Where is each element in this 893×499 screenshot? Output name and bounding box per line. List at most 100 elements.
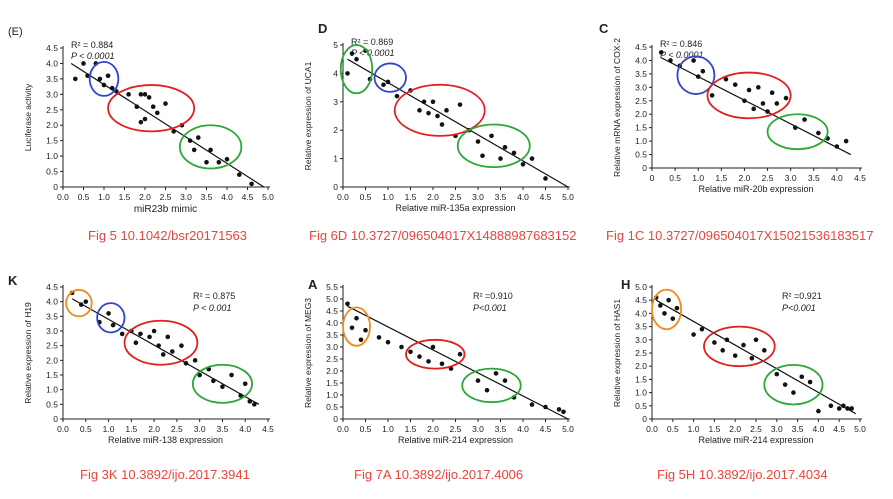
- panel-letter: (E): [8, 26, 23, 38]
- r-squared-label: R² = 0.875: [193, 291, 235, 301]
- y-tick-label: 4.0: [46, 58, 58, 68]
- x-tick-label: 4.5: [833, 424, 845, 434]
- data-point: [834, 144, 840, 149]
- data-point: [426, 110, 431, 116]
- data-point: [543, 176, 548, 181]
- data-point: [511, 150, 517, 156]
- caption-panel-e: Fig 5 10.1042/bsr20171563: [88, 228, 248, 243]
- data-point: [151, 328, 157, 334]
- data-point: [561, 409, 566, 415]
- x-tick-label: 2.5: [750, 424, 762, 434]
- x-tick-label: 3.5: [217, 424, 229, 434]
- regression-line: [660, 57, 852, 156]
- y-tick-label: 4.5: [46, 43, 58, 53]
- panel-letter: A: [308, 277, 318, 292]
- x-tick-label: 2.0: [427, 424, 439, 434]
- x-tick-label: 0.5: [80, 424, 92, 434]
- green-highlight-ellipse: [456, 123, 531, 169]
- x-tick-label: 3.5: [792, 424, 804, 434]
- green-highlight-ellipse: [191, 363, 253, 404]
- x-tick-label: 2.5: [160, 192, 172, 202]
- y-axis-label: Luciferase activity: [23, 83, 33, 151]
- data-point: [78, 302, 84, 307]
- data-point: [211, 378, 216, 384]
- x-tick-label: 0.5: [78, 192, 90, 202]
- x-tick-label: 0.5: [669, 173, 681, 183]
- data-point: [101, 82, 107, 88]
- y-tick-label: 4.0: [326, 318, 338, 328]
- data-point: [792, 125, 798, 130]
- caption-panel-h: Fig 5H 10.3892/ijo.2017.4034: [657, 467, 828, 482]
- x-tick-label: 2.0: [739, 173, 751, 183]
- orange-highlight-ellipse: [342, 306, 371, 347]
- data-point: [668, 58, 673, 63]
- data-point: [670, 316, 676, 321]
- data-point: [109, 85, 115, 91]
- data-point: [699, 326, 705, 332]
- data-point: [385, 339, 391, 345]
- data-point: [439, 361, 445, 367]
- y-tick-label: 2.5: [635, 348, 647, 358]
- y-tick-label: 4.0: [635, 55, 647, 65]
- caption-panel-k: Fig 3K 10.3892/ijo.2017.3941: [80, 467, 250, 482]
- x-tick-label: 3.5: [495, 192, 507, 202]
- y-tick-label: 3.0: [326, 342, 338, 352]
- data-point: [229, 372, 234, 378]
- x-tick-label: 4.5: [242, 192, 254, 202]
- data-point: [421, 99, 427, 105]
- data-point: [160, 352, 166, 357]
- panel-letter: K: [8, 273, 18, 288]
- r-squared-label: R² =0.910: [473, 291, 513, 301]
- p-value-label: P < 0.0001: [71, 51, 114, 61]
- y-tick-label: 5.5: [326, 282, 338, 292]
- data-point: [753, 337, 759, 343]
- data-point: [695, 74, 701, 79]
- y-tick-label: 1.0: [46, 385, 58, 395]
- y-tick-label: 4.5: [326, 306, 338, 316]
- x-tick-label: 0: [650, 173, 655, 183]
- data-point: [430, 99, 436, 105]
- x-tick-label: 0.0: [337, 192, 349, 202]
- data-point: [192, 358, 198, 363]
- y-tick-label: 2.0: [635, 361, 647, 371]
- data-point: [376, 335, 382, 340]
- chart-4: 0.0 0.5 1.0 1.5 2.0 2.5 3.0 3.5 4.0 4.5 5.0 0 0.5 1.0…: [303, 277, 574, 445]
- data-point: [220, 384, 225, 390]
- x-tick-label: 3.5: [201, 192, 213, 202]
- data-point: [216, 159, 222, 165]
- data-point: [126, 92, 131, 97]
- y-tick-label: 2: [333, 125, 338, 135]
- chart-2: 0 0.5 1.0 1.5 2.0 2.5 3.0 3.5 4.0 4.5 0 0.5 1.0 1.5 2.…: [599, 21, 866, 194]
- x-tick-label: 2.0: [729, 424, 741, 434]
- data-point: [765, 109, 770, 114]
- y-axis-label: Relative mRNA expression of COX-2: [612, 38, 622, 177]
- data-point: [204, 159, 209, 165]
- chart-5: 0.0 0.5 1.0 1.5 2.0 2.5 3.0 3.5 4.0 4.5 5.0 0 0.5 1.0…: [612, 277, 866, 445]
- chart-0: 0.0 0.5 1.0 1.5 2.0 2.5 3.0 3.5 4.0 4.5 5.0 0 0.5 1.0…: [8, 26, 274, 215]
- y-axis-label: Relative expression of HAS1: [612, 299, 622, 407]
- caption-panel-c: Fig 1C 10.3727/096504017X15021536183517: [606, 228, 874, 243]
- x-tick-label: 0.0: [337, 424, 349, 434]
- x-tick-label: 5.0: [562, 192, 574, 202]
- data-point: [774, 371, 780, 377]
- x-axis-label: Relative miR-135a expression: [395, 203, 515, 213]
- y-tick-label: 0.5: [635, 401, 647, 411]
- y-tick-label: 2.0: [326, 366, 338, 376]
- data-point: [119, 331, 125, 337]
- x-tick-label: 4.5: [540, 192, 552, 202]
- y-tick-label: 3.5: [46, 74, 58, 84]
- y-tick-label: 0: [53, 182, 58, 192]
- x-tick-label: 2.5: [450, 192, 462, 202]
- data-point: [756, 85, 761, 90]
- data-point: [841, 403, 846, 409]
- red-highlight-ellipse: [405, 338, 466, 370]
- data-point: [134, 104, 140, 109]
- data-point: [720, 348, 726, 353]
- data-point: [179, 343, 184, 348]
- data-point: [760, 101, 766, 106]
- blue-highlight-ellipse: [373, 62, 407, 93]
- data-point: [802, 117, 807, 122]
- data-point: [783, 95, 789, 101]
- red-highlight-ellipse: [123, 319, 199, 366]
- data-point: [658, 303, 663, 308]
